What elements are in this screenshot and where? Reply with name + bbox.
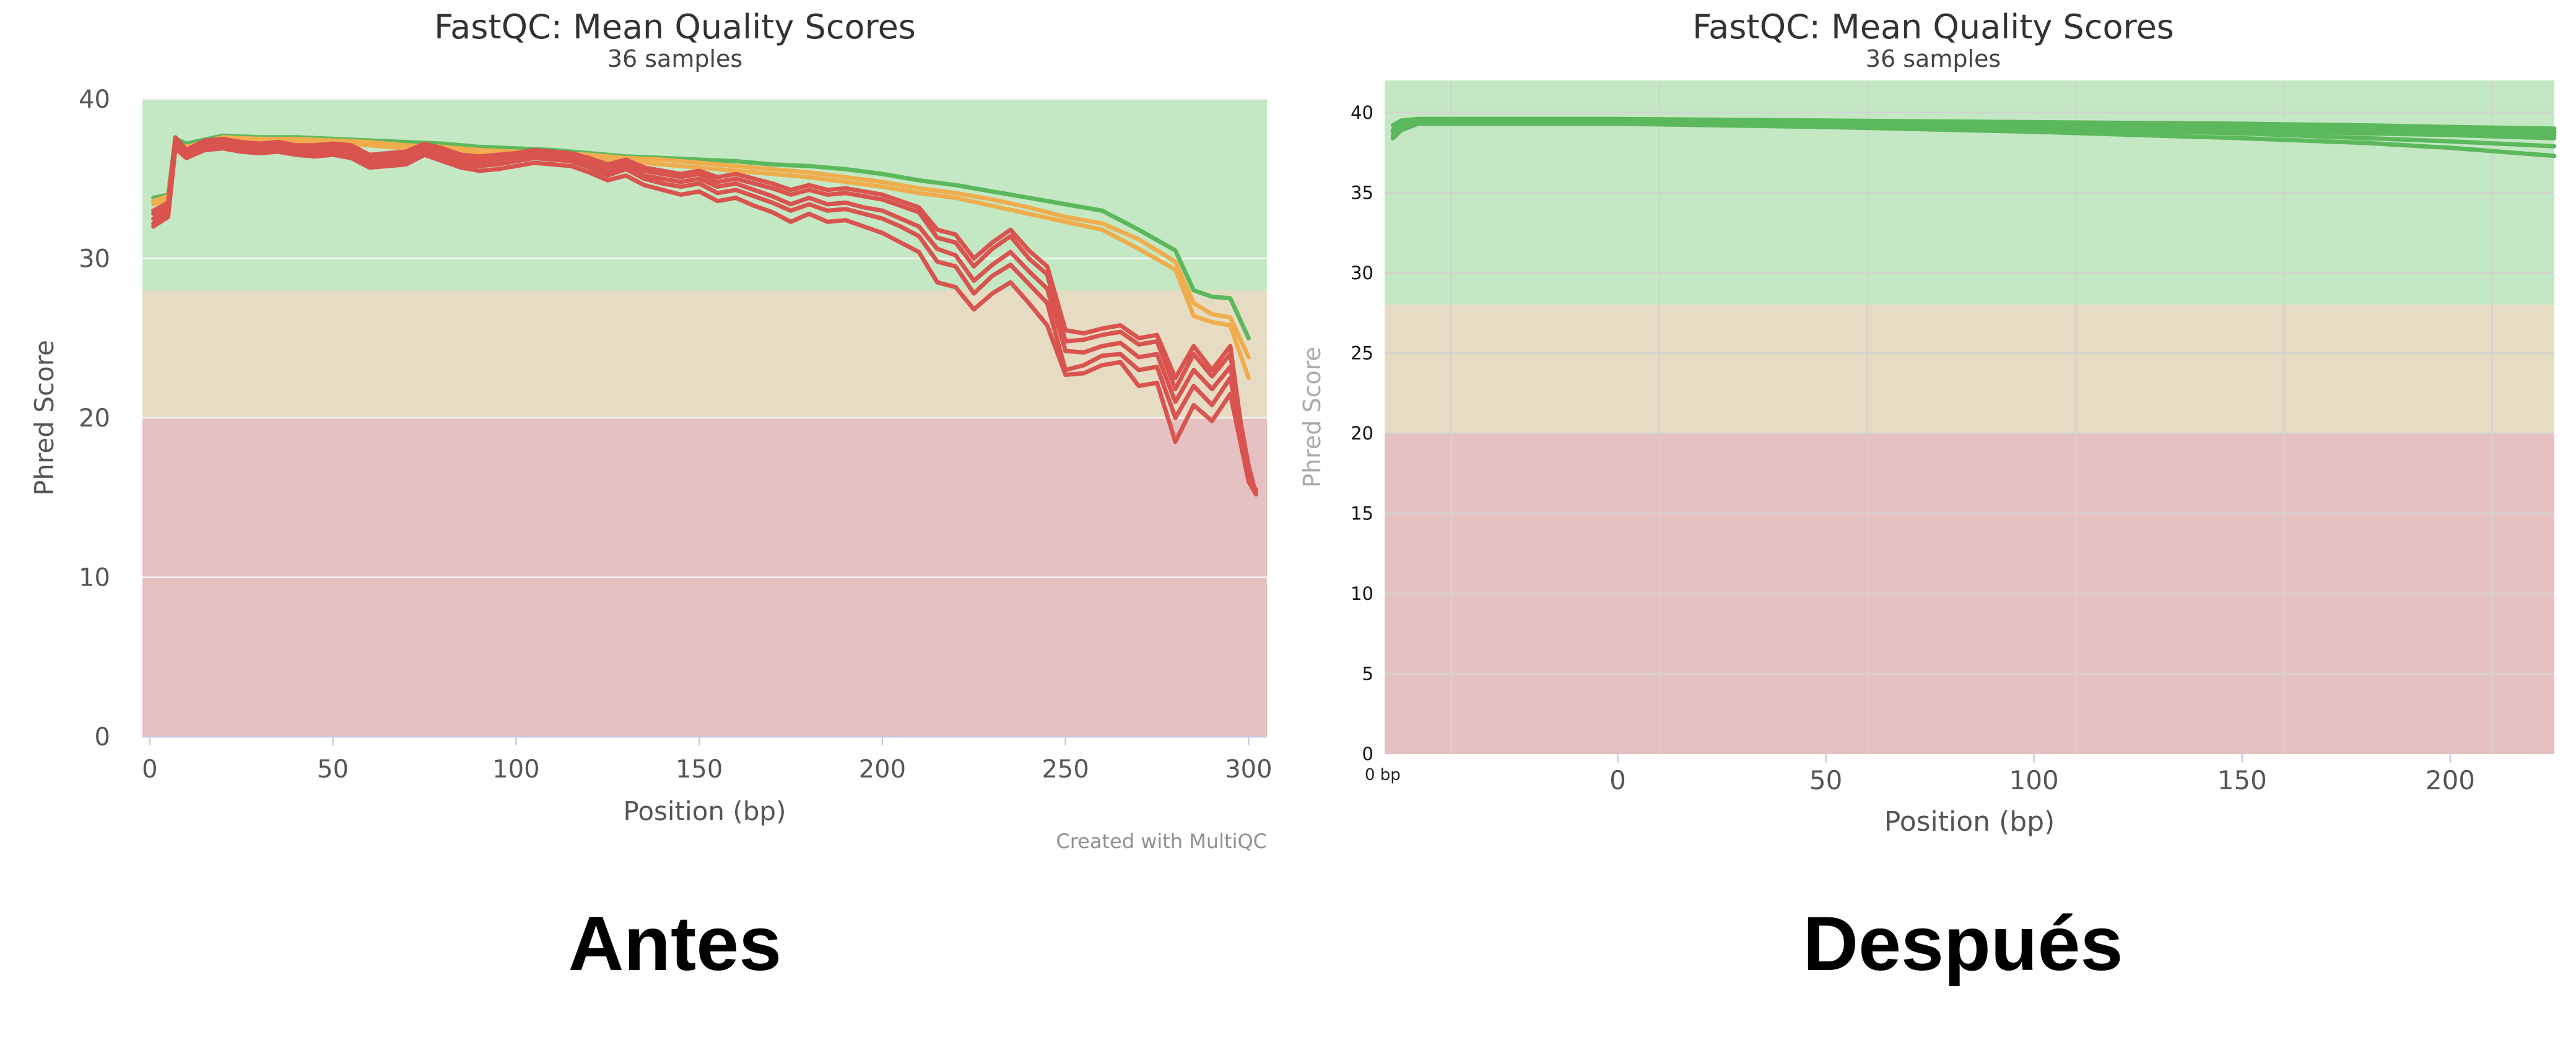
y-tick-label: 40 <box>1351 102 1373 123</box>
series-line-pass <box>1390 116 2557 131</box>
zone-band-warn <box>1385 305 2554 433</box>
y-tick-label: 0 <box>95 723 110 751</box>
x-tick-label: 0 <box>142 755 157 784</box>
y-tick-label: 30 <box>79 245 110 274</box>
zone-band-warn <box>142 290 1267 418</box>
y-tick-label: 20 <box>79 404 110 433</box>
y-tick-label: 0 <box>1362 743 1373 764</box>
y-tick-label: 35 <box>1351 182 1373 203</box>
series-line-fail <box>151 138 1258 495</box>
y-axis-label: Phred Score <box>1299 347 1326 488</box>
x-tick-label: 200 <box>2426 765 2475 795</box>
x-tick-label: 0 <box>1609 765 1626 795</box>
x-origin-label: 0 bp <box>1365 766 1401 784</box>
chart-title: FastQC: Mean Quality Scores <box>1692 7 2174 46</box>
y-tick-label: 15 <box>1351 503 1373 524</box>
caption-after: Después <box>1803 901 2123 987</box>
credit-label: Created with MultiQC <box>1056 829 1267 853</box>
y-tick-label: 25 <box>1351 343 1373 364</box>
x-tick-label: 250 <box>1042 755 1089 784</box>
x-tick-label: 100 <box>2009 765 2059 795</box>
x-tick-label: 150 <box>676 755 723 784</box>
x-tick-label: 50 <box>317 755 349 784</box>
series-line-warn <box>151 135 1251 360</box>
chart-title: FastQC: Mean Quality Scores <box>434 7 916 46</box>
y-tick-label: 10 <box>1351 583 1373 604</box>
y-tick-label: 10 <box>79 564 110 592</box>
caption-before: Antes <box>568 901 782 987</box>
x-tick-label: 100 <box>492 755 539 784</box>
chart-subtitle: 36 samples <box>607 45 742 72</box>
x-tick-label: 150 <box>2217 765 2267 795</box>
y-axis-label: Phred Score <box>29 340 59 496</box>
x-tick-label: 300 <box>1225 755 1272 784</box>
x-axis-label: Position (bp) <box>1884 806 2055 838</box>
y-tick-label: 5 <box>1362 664 1373 685</box>
x-axis-label: Position (bp) <box>624 796 786 826</box>
series-line-fail <box>151 141 1258 497</box>
series-line-fail <box>151 146 1258 497</box>
series-line-fail <box>151 144 1258 497</box>
series-line-pass <box>1390 118 2557 137</box>
x-tick-label: 50 <box>1809 765 1842 795</box>
y-tick-label: 30 <box>1351 262 1373 284</box>
y-tick-label: 40 <box>79 85 110 114</box>
x-tick-label: 200 <box>859 755 906 784</box>
y-tick-label: 20 <box>1351 423 1373 444</box>
series-line-pass <box>1390 121 2557 158</box>
chart-subtitle: 36 samples <box>1866 45 2001 72</box>
